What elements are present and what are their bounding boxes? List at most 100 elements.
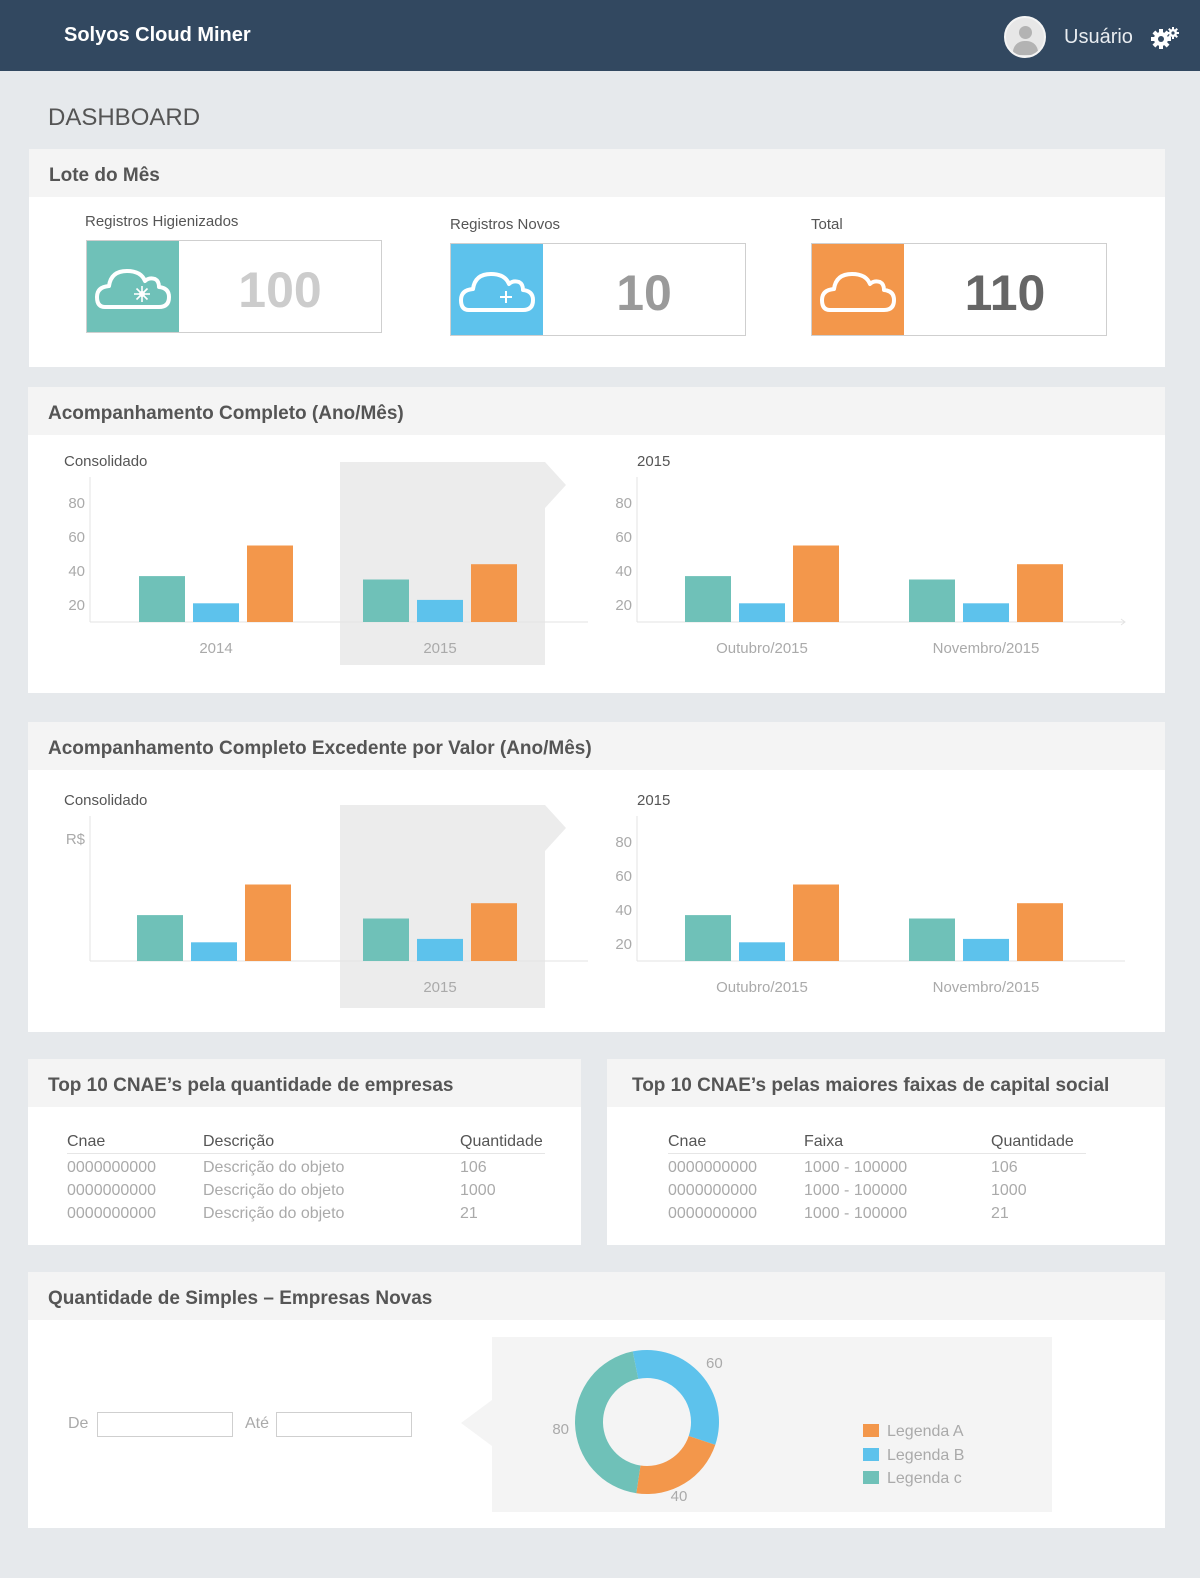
chart-bar bbox=[963, 938, 1009, 961]
chart-bar bbox=[909, 918, 955, 961]
chart-bar bbox=[739, 942, 785, 961]
table-cell: 0000000000 bbox=[668, 1159, 757, 1176]
donut-value-label: 60 bbox=[706, 1355, 723, 1372]
cloud-plus-icon bbox=[451, 244, 543, 335]
col-header: Quantidade bbox=[991, 1133, 1086, 1154]
date-to-input[interactable] bbox=[276, 1412, 412, 1437]
table-row: 0000000000 1000 - 100000 1000 bbox=[668, 1177, 1086, 1200]
chart-bar bbox=[193, 603, 239, 622]
y-tick-label: 60 bbox=[68, 529, 85, 546]
stat-label-higienizados: Registros Higienizados bbox=[85, 213, 239, 230]
excedente-card-header: Acompanhamento Completo Excedente por Va… bbox=[28, 722, 1165, 770]
y-tick-label: 40 bbox=[615, 902, 632, 919]
table-row: 0000000000 1000 - 100000 21 bbox=[668, 1200, 1086, 1223]
y-tick-label: 80 bbox=[615, 834, 632, 851]
x-tick-label: 2014 bbox=[199, 640, 232, 657]
table-header-row: Cnae Descrição Quantidade bbox=[67, 1133, 545, 1154]
filter-de-label: De bbox=[68, 1415, 89, 1432]
y-tick-label: 60 bbox=[615, 868, 632, 885]
selected-year-highlight[interactable] bbox=[340, 805, 566, 1008]
top-bar: Solyos Cloud Miner Usuário bbox=[0, 0, 1200, 71]
legend-label: Legenda A bbox=[887, 1423, 964, 1440]
simples-card: Quantidade de Simples – Empresas Novas D… bbox=[28, 1272, 1165, 1528]
acompanhamento-card-header: Acompanhamento Completo (Ano/Mês) bbox=[28, 387, 1165, 435]
x-axis-arrow bbox=[1120, 618, 1126, 626]
y-tick-label: 40 bbox=[68, 563, 85, 580]
x-tick-label: Novembro/2015 bbox=[933, 640, 1040, 657]
table-cell: 1000 - 100000 bbox=[804, 1182, 908, 1199]
table-cell: 1000 bbox=[460, 1182, 496, 1199]
avatar[interactable] bbox=[1004, 16, 1046, 58]
chart-bar bbox=[471, 903, 517, 961]
acompanhamento-card: Acompanhamento Completo (Ano/Mês) Consol… bbox=[28, 387, 1165, 693]
chart-bar bbox=[793, 545, 839, 622]
chart-bar bbox=[417, 938, 463, 961]
x-tick-label: Outubro/2015 bbox=[716, 979, 808, 996]
top-capital-title: Top 10 CNAE’s pelas maiores faixas de ca… bbox=[632, 1075, 1110, 1096]
chart-consolidado: 20 40 60 80 2014 2015 bbox=[68, 477, 588, 657]
table-cell: 0000000000 bbox=[668, 1182, 757, 1199]
chart-bar bbox=[363, 579, 409, 622]
chart-consolidado-valor: R$ 2015 bbox=[66, 816, 588, 996]
chart-bar bbox=[139, 576, 185, 622]
chart-bar bbox=[247, 545, 293, 622]
top-qtd-table: Cnae Descrição Quantidade 0000000000 Des… bbox=[67, 1133, 545, 1223]
simples-card-header: Quantidade de Simples – Empresas Novas bbox=[28, 1272, 1165, 1320]
legend-item-a: Legenda A bbox=[863, 1423, 964, 1441]
table-cell: 106 bbox=[460, 1159, 487, 1176]
chart-2015: 20 40 60 80 Outubro/2015 Novembro/2015 bbox=[615, 477, 1126, 657]
y-tick-label: 40 bbox=[615, 563, 632, 580]
chart-title-consolidado: Consolidado bbox=[64, 453, 147, 470]
lote-card-header: Lote do Mês bbox=[29, 149, 1165, 197]
x-tick-label: Novembro/2015 bbox=[933, 979, 1040, 996]
table-row: 0000000000 Descrição do objeto 21 bbox=[67, 1200, 545, 1223]
selected-year-highlight[interactable] bbox=[340, 462, 566, 665]
cloud-sparkle-icon bbox=[87, 241, 179, 332]
donut-chart: 60 40 80 bbox=[552, 1350, 723, 1505]
avatar-body-shape bbox=[1013, 41, 1038, 55]
excedente-card: Acompanhamento Completo Excedente por Va… bbox=[28, 722, 1165, 1032]
table-cell: 0000000000 bbox=[67, 1182, 156, 1199]
excedente-title: Acompanhamento Completo Excedente por Va… bbox=[48, 738, 592, 759]
lote-title: Lote do Mês bbox=[49, 165, 160, 186]
date-from-input[interactable] bbox=[97, 1412, 233, 1437]
gear-icon[interactable] bbox=[1150, 25, 1180, 51]
table-row: 0000000000 1000 - 100000 106 bbox=[668, 1154, 1086, 1178]
x-tick-label: 2015 bbox=[423, 979, 456, 996]
chart-bar bbox=[245, 884, 291, 961]
top-qtd-card-header: Top 10 CNAE’s pela quantidade de empresa… bbox=[28, 1059, 581, 1107]
top-capital-card: Top 10 CNAE’s pelas maiores faixas de ca… bbox=[607, 1059, 1165, 1245]
donut-slice bbox=[636, 1435, 716, 1494]
legend-swatch bbox=[863, 1424, 879, 1437]
top-qtd-card: Top 10 CNAE’s pela quantidade de empresa… bbox=[28, 1059, 581, 1245]
table-header-row: Cnae Faixa Quantidade bbox=[668, 1133, 1086, 1154]
x-tick-label: 2015 bbox=[423, 640, 456, 657]
table-cell: 1000 bbox=[991, 1182, 1027, 1199]
filter-ate-label: Até bbox=[245, 1415, 270, 1432]
chart-bar bbox=[685, 576, 731, 622]
col-header: Cnae bbox=[67, 1133, 203, 1154]
table-cell: Descrição do objeto bbox=[203, 1182, 345, 1199]
legend-item-c: Legenda c bbox=[863, 1470, 962, 1488]
donut-slice bbox=[632, 1350, 719, 1445]
page-title: DASHBOARD bbox=[48, 104, 201, 131]
chart-bar bbox=[471, 564, 517, 622]
cloud-icon bbox=[812, 244, 904, 335]
top-capital-table: Cnae Faixa Quantidade 0000000000 1000 - … bbox=[668, 1133, 1086, 1223]
col-header: Faixa bbox=[804, 1133, 991, 1154]
table-cell: 1000 - 100000 bbox=[804, 1205, 908, 1222]
donut-panel: 60 40 80 bbox=[461, 1337, 1052, 1512]
table-cell: 1000 - 100000 bbox=[804, 1159, 908, 1176]
stat-box-novos: 10 bbox=[450, 243, 746, 336]
y-tick-label: 80 bbox=[68, 495, 85, 512]
stat-label-total: Total bbox=[811, 216, 843, 233]
chart-2015-valor: 20 40 60 80 Outubro/2015 Novembro/2015 bbox=[615, 816, 1125, 996]
stat-value-total: 110 bbox=[964, 265, 1046, 321]
stat-value-novos: 10 bbox=[616, 265, 672, 321]
user-name[interactable]: Usuário bbox=[1064, 26, 1133, 48]
table-row: 0000000000 Descrição do objeto 1000 bbox=[67, 1177, 545, 1200]
legend-label: Legenda B bbox=[887, 1447, 965, 1464]
chart-bar bbox=[363, 918, 409, 961]
chart-bar bbox=[191, 942, 237, 961]
col-header: Descrição bbox=[203, 1133, 460, 1154]
